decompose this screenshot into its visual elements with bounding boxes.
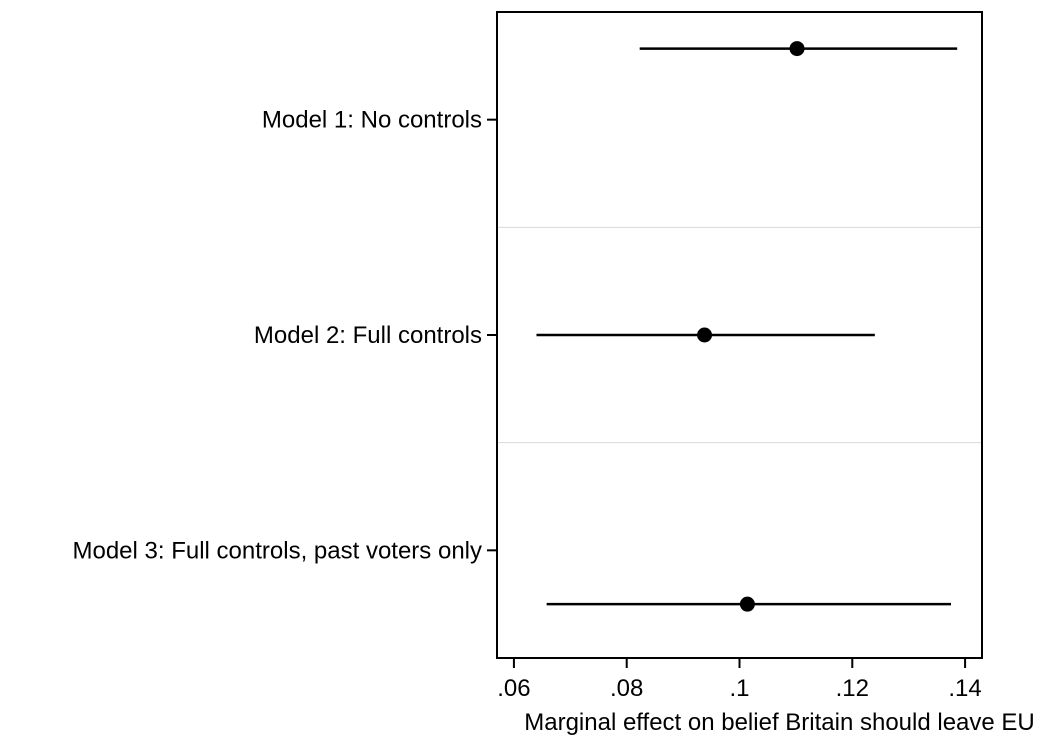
point-estimate (739, 596, 755, 612)
point-estimate (697, 327, 713, 343)
point-estimates (697, 41, 805, 612)
y-tick-label: Model 2: Full controls (254, 322, 482, 349)
y-tick-label: Model 1: No controls (262, 107, 482, 134)
band-separators (497, 226, 982, 444)
y-axis: Model 1: No controls Model 2: Full contro… (72, 107, 497, 564)
x-axis-title: Marginal effect on belief Britain should… (524, 709, 1035, 736)
point-estimate (789, 41, 805, 57)
x-tick-label: .14 (948, 675, 981, 702)
x-tick-label: .1 (729, 675, 749, 702)
y-tick-label: Model 3: Full controls, past voters only (72, 537, 482, 564)
x-tick-label: .06 (497, 675, 530, 702)
x-tick-label: .12 (836, 675, 869, 702)
x-axis: .06 .08 .1 .12 .14 (497, 658, 982, 702)
x-tick-label: .08 (610, 675, 643, 702)
